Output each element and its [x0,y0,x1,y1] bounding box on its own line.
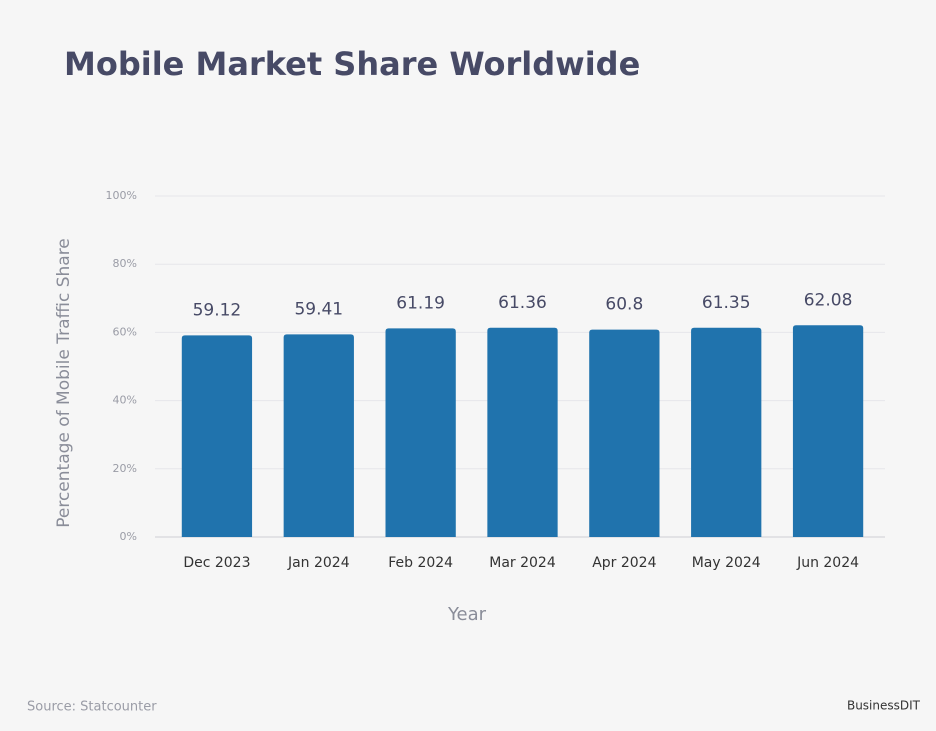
value-label: 61.36 [498,293,547,313]
value-label: 59.41 [294,299,343,319]
y-tick-label: 100% [106,189,137,202]
x-tick-label: Apr 2024 [592,555,656,571]
bar [283,334,354,537]
y-tick-label: 40% [113,394,137,407]
bar [181,335,253,537]
x-tick-label: Jan 2024 [287,555,350,571]
bar [589,329,660,537]
x-tick-label: May 2024 [692,555,761,571]
x-tick-label: Feb 2024 [388,555,453,571]
value-label: 59.12 [193,300,242,320]
x-tick-label: Jun 2024 [796,555,859,571]
x-axis-label: Year [447,604,487,625]
bar [385,328,456,537]
value-label: 61.35 [702,293,751,313]
value-label: 62.08 [804,290,853,310]
x-tick-label: Mar 2024 [489,555,556,571]
y-tick-label: 60% [113,325,137,338]
y-axis-label: Percentage of Mobile Traffic Share [54,238,74,528]
x-tick-label: Dec 2023 [183,555,250,571]
y-tick-label: 80% [113,257,137,270]
brand: BusinessDIT [847,699,921,713]
y-tick-label: 20% [113,462,137,475]
y-tick-label: 0% [120,530,137,543]
bar [691,327,762,537]
value-label: 61.19 [396,293,445,313]
bar [487,327,558,537]
bar [792,325,864,537]
value-label: 60.8 [605,295,643,315]
source: Source: Statcounter [27,700,157,715]
chart-title: Mobile Market Share Worldwide [64,45,640,83]
